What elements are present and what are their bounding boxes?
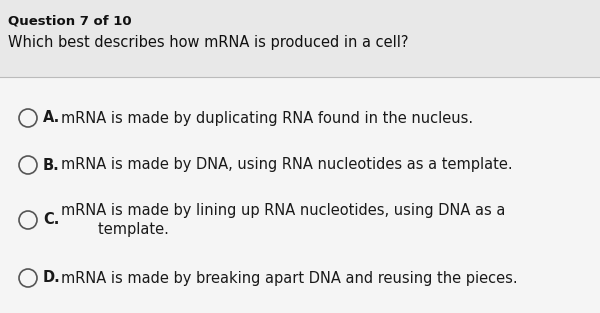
Text: D.: D. bbox=[43, 270, 61, 285]
Text: mRNA is made by breaking apart DNA and reusing the pieces.: mRNA is made by breaking apart DNA and r… bbox=[61, 270, 518, 285]
Text: mRNA is made by duplicating RNA found in the nucleus.: mRNA is made by duplicating RNA found in… bbox=[61, 110, 473, 126]
Text: Which best describes how mRNA is produced in a cell?: Which best describes how mRNA is produce… bbox=[8, 35, 409, 50]
Text: C.: C. bbox=[43, 213, 59, 228]
Bar bbox=[0, 0, 600, 78]
Text: B.: B. bbox=[43, 157, 60, 172]
Text: mRNA is made by DNA, using RNA nucleotides as a template.: mRNA is made by DNA, using RNA nucleotid… bbox=[61, 157, 512, 172]
Text: A.: A. bbox=[43, 110, 60, 126]
Bar bbox=[0, 78, 600, 313]
Text: Question 7 of 10: Question 7 of 10 bbox=[8, 14, 131, 27]
Text: mRNA is made by lining up RNA nucleotides, using DNA as a
        template.: mRNA is made by lining up RNA nucleotide… bbox=[61, 203, 505, 237]
